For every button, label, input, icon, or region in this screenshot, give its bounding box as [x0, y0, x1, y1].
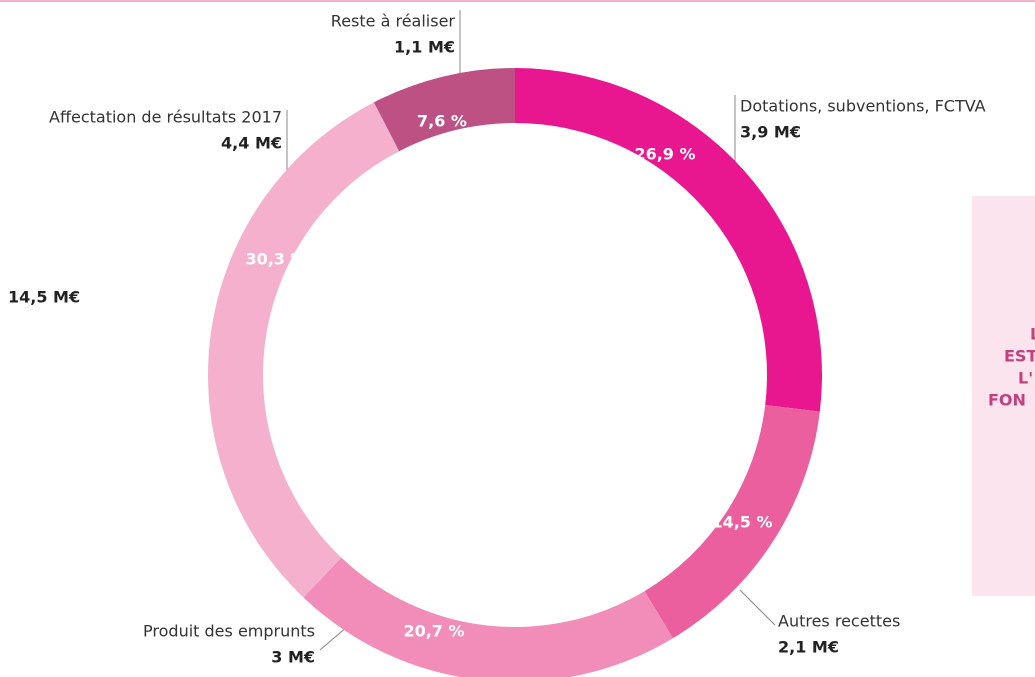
side-box [972, 196, 1035, 596]
slice-percent: 26,9 % [634, 145, 695, 164]
side-box-text: LE I [1030, 325, 1035, 344]
slice-percent: 14,5 % [711, 513, 772, 532]
slice-amount: 4,4 M€ [221, 134, 282, 153]
slice-amount: 3 M€ [271, 648, 315, 667]
slice-name: Dotations, subventions, FCTVA [740, 97, 986, 116]
slice-percent: 7,6 % [417, 112, 467, 131]
donut-slice [303, 557, 673, 677]
donut-slice [373, 68, 515, 152]
slice-name: Autres recettes [778, 612, 900, 631]
slice-percent: 30,3 % [245, 250, 306, 269]
slice-amount: 1,1 M€ [394, 38, 455, 57]
donut-slice [644, 405, 820, 639]
slice-percent: 20,7 % [403, 622, 464, 641]
top-rule [0, 0, 1035, 2]
side-box-text: L' [1018, 369, 1033, 388]
side-box-text: FON [988, 391, 1026, 410]
slice-amount: 3,9 M€ [740, 123, 801, 142]
donut-slice [208, 102, 400, 598]
slice-name: Affectation de résultats 2017 [49, 108, 282, 127]
slice-amount: 2,1 M€ [778, 638, 839, 657]
side-box-text: EST [1004, 347, 1035, 366]
callout-line [739, 589, 776, 626]
donut-slice [515, 68, 822, 412]
slice-name: Reste à réaliser [331, 12, 456, 31]
total-label: 14,5 M€ [8, 288, 80, 307]
slice-name: Produit des emprunts [143, 622, 315, 641]
